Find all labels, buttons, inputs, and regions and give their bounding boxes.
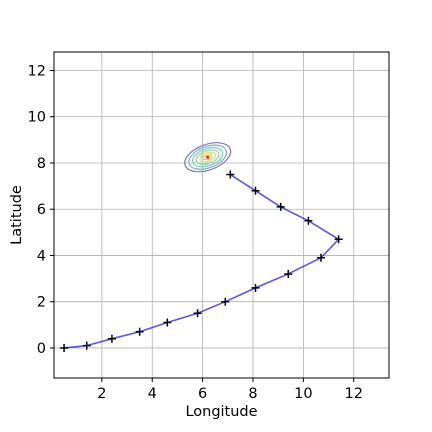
data-point-marker: [107, 334, 116, 343]
density-peak-marker: [206, 155, 210, 159]
data-point-marker: [334, 235, 343, 244]
data-point-marker: [60, 343, 69, 352]
y-tick-label: 4: [37, 248, 46, 264]
data-point-marker: [221, 297, 230, 306]
data-point-marker: [251, 186, 260, 195]
x-tick-label: 2: [97, 386, 106, 402]
x-tick-label: 4: [148, 386, 157, 402]
axis-ticks: 2 4 6 8 10 12 0 2 4 6 8 10 12: [28, 63, 363, 402]
y-tick-label: 12: [28, 63, 46, 79]
data-point-marker: [193, 309, 202, 318]
data-point-marker: [251, 283, 260, 292]
density-contour-level: [199, 151, 216, 163]
trajectory-line: [63, 173, 340, 349]
grid: [54, 52, 389, 378]
y-tick-label: 8: [37, 156, 46, 172]
x-tick-label: 8: [248, 386, 257, 402]
density-contour-level: [184, 142, 232, 173]
data-point-marker: [316, 253, 325, 262]
x-axis-label: Longitude: [185, 404, 257, 420]
y-tick-label: 2: [37, 295, 46, 311]
data-point-marker: [304, 216, 313, 225]
y-tick-label: 0: [37, 341, 46, 357]
density-contour-level: [192, 146, 224, 168]
density-contour-level: [195, 149, 220, 166]
plot-area-frame: [53, 51, 390, 379]
data-point-marker: [163, 318, 172, 327]
data-point-marker: [284, 269, 293, 278]
data-point-marker: [226, 170, 235, 179]
x-tick-label: 12: [345, 386, 363, 402]
density-contour-level: [188, 144, 228, 170]
density-contour-level: [202, 153, 213, 161]
data-point-marker: [135, 327, 144, 336]
y-axis-label: Latitude: [9, 185, 25, 245]
x-tick-label: 10: [294, 386, 312, 402]
data-point-marker: [82, 341, 91, 350]
y-tick-label: 6: [37, 202, 46, 218]
density-contours: [184, 142, 232, 173]
y-tick-label: 10: [28, 110, 46, 126]
trajectory-series: [60, 170, 343, 352]
data-point-marker: [276, 202, 285, 211]
x-tick-label: 6: [198, 386, 207, 402]
